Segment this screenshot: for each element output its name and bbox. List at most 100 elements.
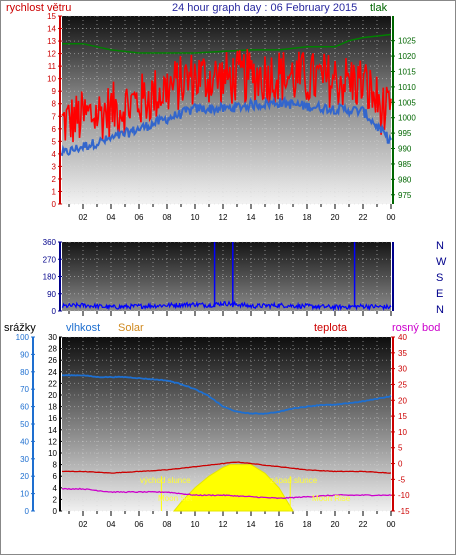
y-right-tick-label: -5 [398,475,406,484]
x-tick-label: 16 [275,213,284,222]
y-left-tick-label: 11 [48,62,57,71]
x-tick-label: 04 [107,520,116,529]
x-tick-label: 02 [79,520,88,529]
y-tick-label: 90 [47,290,56,299]
y-right-tick-label: 10 [398,428,407,437]
x-tick-label: 20 [331,520,340,529]
y-left2-tick-label: 6 [53,472,58,481]
dewpoint-label: rosný bod [392,322,440,334]
x-tick-label: 00 [387,213,396,222]
humidity-label: vlhkost [66,322,100,334]
series-group [61,33,392,512]
y-left2-tick-label: 12 [48,437,57,446]
y-left2-tick-label: 4 [53,484,58,493]
x-tick-label: 12 [219,520,228,529]
y-right-tick-label: 5 [398,444,403,453]
y-right-tick-label: 1020 [398,52,416,61]
precipitation-label: srážky [4,322,36,334]
y-right-tick-label: 1025 [398,37,416,46]
y-right-tick-label: 35 [398,349,407,358]
moonrise-annotation: Moon Rise [312,494,351,503]
x-tick-label: 04 [107,213,116,222]
x-tick-label: 14 [247,213,256,222]
y-left1-tick-label: 0 [25,507,30,516]
y-left2-tick-label: 14 [48,426,57,435]
compass-n-bottom: N [436,304,444,316]
y-left-tick-label: 7 [52,112,57,121]
y-left2-tick-label: 18 [48,403,57,412]
y-right-tick-label: 25 [398,380,407,389]
humidity-line [61,373,392,415]
y-right-tick-label: 1005 [398,98,416,107]
x-tick-label: 10 [191,520,200,529]
y-left-tick-label: 6 [52,125,57,134]
y-tick-label: 0 [52,307,57,316]
y-left1-tick-label: 100 [16,333,30,342]
x-tick-label: 10 [191,213,200,222]
y-left1-tick-label: 40 [20,437,29,446]
y-left-tick-label: 5 [52,137,57,146]
sunset-annotation: západ slunce [270,476,318,485]
y-right-tick-label: 1015 [398,67,416,76]
y-right-tick-label: 980 [398,175,412,184]
sunrise-annotation: východ slunce [140,476,191,485]
y-left1-tick-label: 10 [20,490,29,499]
y-right-tick-label: 995 [398,129,412,138]
y-left2-tick-label: 26 [48,356,57,365]
y-right-tick-label: -10 [398,491,410,500]
compass-e: E [436,288,443,300]
y-tick-label: 180 [43,273,57,282]
y-left1-tick-label: 80 [20,368,29,377]
y-right-tick-label: 975 [398,191,412,200]
y-left2-tick-label: 22 [48,379,57,388]
y-left2-tick-label: 0 [53,507,58,516]
y-left-tick-label: 3 [52,162,57,171]
y-left-tick-label: 10 [47,75,56,84]
moonset-annotation: Moon Set [158,494,193,503]
y-right-tick-label: 0 [398,460,403,469]
y-left-tick-label: 2 [52,175,57,184]
y-tick-label: 360 [43,238,57,247]
y-right-tick-label: -15 [398,507,410,516]
y-left1-tick-label: 50 [20,420,29,429]
wind-average-line [61,95,392,156]
y-right-tick-label: 40 [398,333,407,342]
x-tick-label: 06 [135,213,144,222]
x-tick-label: 06 [135,520,144,529]
y-left2-tick-label: 30 [48,333,57,342]
x-tick-label: 14 [247,520,256,529]
y-left1-tick-label: 60 [20,403,29,412]
y-right-tick-label: 990 [398,145,412,154]
temperature-label: teplota [314,322,348,334]
x-tick-label: 08 [163,520,172,529]
wind-direction-line [61,300,392,312]
y-right-tick-label: 1000 [398,114,416,123]
y-left-tick-label: 0 [52,200,57,209]
y-left2-tick-label: 2 [53,495,58,504]
compass-s: S [436,272,443,284]
x-tick-label: 08 [163,213,172,222]
pressure-line [62,33,392,54]
x-tick-label: 12 [219,213,228,222]
x-tick-label: 22 [359,520,368,529]
x-tick-label: 20 [331,213,340,222]
temperature-line [61,461,392,474]
y-left-tick-label: 13 [47,37,56,46]
x-tick-label: 22 [359,213,368,222]
y-left-tick-label: 8 [52,100,57,109]
x-tick-label: 00 [387,520,396,529]
y-left2-tick-label: 28 [48,345,57,354]
y-right-tick-label: 20 [398,396,407,405]
y-left2-tick-label: 24 [48,368,57,377]
compass-w: W [436,256,447,268]
dewpoint-line [61,487,392,500]
pressure-label: tlak [370,2,388,14]
wind-speed-label: rychlost větru [6,2,71,14]
y-left1-tick-label: 20 [20,472,29,481]
y-right-tick-label: 985 [398,160,412,169]
x-tick-label: 18 [303,213,312,222]
y-left-tick-label: 14 [47,25,56,34]
y-left-tick-label: 4 [52,150,57,159]
